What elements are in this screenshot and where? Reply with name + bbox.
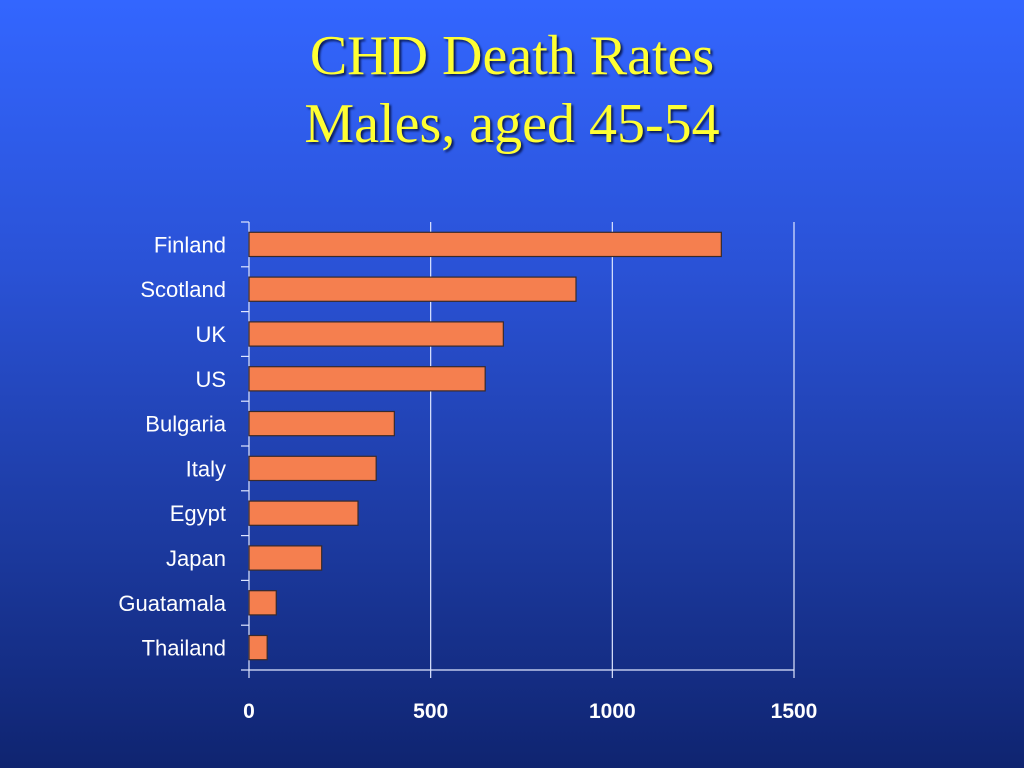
bar-guatamala [248,590,277,616]
bar-uk [248,321,504,347]
category-label-finland: Finland [154,232,226,257]
category-label-thailand: Thailand [142,636,226,661]
category-label-guatamala: Guatamala [118,591,226,616]
bar-us [248,366,486,392]
x-tick-label-2: 1000 [589,700,636,723]
slide-title: CHD Death Rates Males, aged 45-54 [0,22,1024,158]
title-line-1: CHD Death Rates [309,25,715,87]
category-label-italy: Italy [186,456,226,481]
bar-finland [248,231,722,258]
title-line-2: Males, aged 45-54 [304,93,720,155]
x-tick-label-1: 500 [413,700,448,723]
bar-bulgaria [248,410,395,437]
bar-egypt [248,500,359,526]
category-label-uk: UK [195,322,226,347]
category-label-bulgaria: Bulgaria [145,412,226,437]
category-label-us: US [195,367,226,392]
category-label-japan: Japan [166,546,226,571]
x-tick-label-3: 1500 [771,700,818,723]
bar-japan [248,545,323,571]
category-label-egypt: Egypt [170,501,226,526]
bar-italy [248,455,377,482]
bar-scotland [248,276,577,302]
category-label-scotland: Scotland [140,277,226,302]
x-tick-label-0: 0 [243,700,255,723]
bar-thailand [248,634,268,661]
